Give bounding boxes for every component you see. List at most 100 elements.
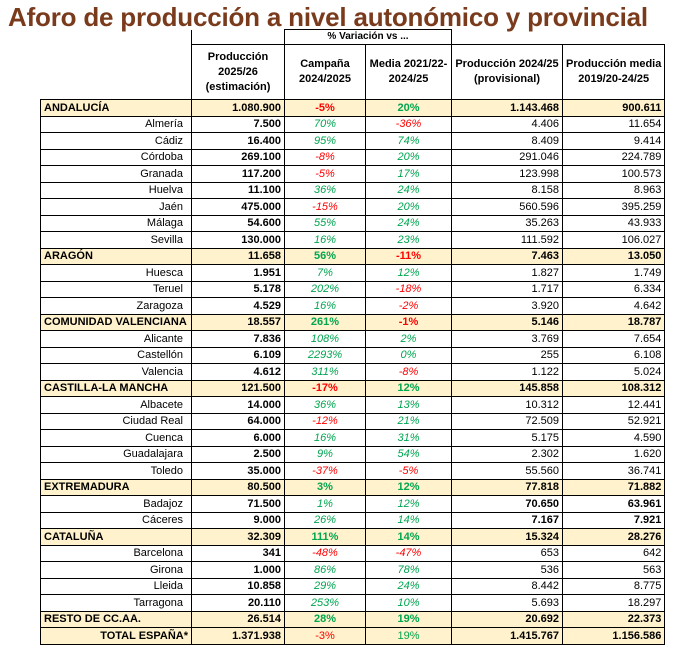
row-name: Toledo [40, 462, 192, 480]
production-estimate-cell: 18.557 [191, 313, 285, 331]
province-row: Alicante 7.836 108% 2% 3.769 7.654 [40, 330, 666, 348]
average-production-cell: 106.027 [561, 231, 666, 249]
production-estimate-cell: 16.400 [191, 132, 285, 150]
production-provisional-cell: 3.920 [451, 297, 563, 315]
production-estimate-cell: 1.951 [191, 264, 285, 282]
row-name: Sevilla [40, 231, 192, 249]
province-row: Córdoba 269.100 -8% 20% 291.046 224.789 [40, 148, 666, 166]
campaign-variation-cell: 36% [284, 396, 366, 414]
campaign-variation-cell: 29% [284, 577, 366, 595]
row-name: Cádiz [40, 132, 192, 150]
average-variation-cell: 19% [365, 627, 452, 645]
campaign-variation-cell: -17% [284, 379, 366, 397]
production-estimate-cell: 11.100 [191, 181, 285, 199]
average-production-cell: 7.921 [561, 511, 666, 529]
production-estimate-cell: 54.600 [191, 214, 285, 232]
province-row: Girona 1.000 86% 78% 536 563 [40, 561, 666, 579]
average-production-cell: 1.156.586 [561, 627, 666, 645]
row-name: Guadalajara [40, 445, 192, 463]
campaign-variation-cell: 16% [284, 231, 366, 249]
production-provisional-cell: 55.560 [451, 462, 563, 480]
province-row: Tarragona 20.110 253% 10% 5.693 18.297 [40, 594, 666, 612]
row-name: Cáceres [40, 511, 192, 529]
campaign-variation-cell: 1% [284, 495, 366, 513]
average-production-cell: 642 [561, 544, 666, 562]
row-name: Almería [40, 115, 192, 133]
production-estimate-cell: 64.000 [191, 412, 285, 430]
row-name: COMUNIDAD VALENCIANA [40, 313, 192, 331]
header-average: Media 2021/22- 2024/25 [365, 44, 452, 100]
average-variation-cell: 19% [365, 610, 452, 628]
average-production-cell: 43.933 [561, 214, 666, 232]
row-name: Zaragoza [40, 297, 192, 315]
production-estimate-cell: 26.514 [191, 610, 285, 628]
row-name: CASTILLA-LA MANCHA [40, 379, 192, 397]
production-provisional-cell: 15.324 [451, 528, 563, 546]
average-production-cell: 1.620 [561, 445, 666, 463]
production-provisional-cell: 1.827 [451, 264, 563, 282]
row-name: CATALUÑA [40, 528, 192, 546]
production-provisional-cell: 5.175 [451, 429, 563, 447]
campaign-variation-cell: 311% [284, 363, 366, 381]
province-row: Toledo 35.000 -37% -5% 55.560 36.741 [40, 462, 666, 480]
average-variation-cell: 14% [365, 528, 452, 546]
average-production-cell: 22.373 [561, 610, 666, 628]
province-row: Castellón 6.109 2293% 0% 255 6.108 [40, 346, 666, 364]
row-name: Girona [40, 561, 192, 579]
row-name: Granada [40, 165, 192, 183]
production-provisional-cell: 1.415.767 [451, 627, 563, 645]
campaign-variation-cell: 26% [284, 511, 366, 529]
average-variation-cell: 24% [365, 181, 452, 199]
province-row: Teruel 5.178 202% -18% 1.717 6.334 [40, 280, 666, 298]
production-provisional-cell: 8.442 [451, 577, 563, 595]
average-variation-cell: -2% [365, 297, 452, 315]
production-estimate-cell: 35.000 [191, 462, 285, 480]
average-production-cell: 18.787 [561, 313, 666, 331]
average-variation-cell: 54% [365, 445, 452, 463]
average-variation-cell: 2% [365, 330, 452, 348]
production-provisional-cell: 10.312 [451, 396, 563, 414]
campaign-variation-cell: 9% [284, 445, 366, 463]
production-estimate-cell: 20.110 [191, 594, 285, 612]
production-estimate-cell: 71.500 [191, 495, 285, 513]
average-production-cell: 6.334 [561, 280, 666, 298]
average-production-cell: 5.024 [561, 363, 666, 381]
row-name: Barcelona [40, 544, 192, 562]
variation-group-header: % Variación vs ... [284, 29, 452, 45]
campaign-variation-cell: 7% [284, 264, 366, 282]
production-provisional-cell: 20.692 [451, 610, 563, 628]
production-estimate-cell: 32.309 [191, 528, 285, 546]
province-row: Cáceres 9.000 26% 14% 7.167 7.921 [40, 511, 666, 529]
row-name: ANDALUCÍA [40, 99, 192, 117]
average-variation-cell: -5% [365, 462, 452, 480]
production-provisional-cell: 2.302 [451, 445, 563, 463]
campaign-variation-cell: 86% [284, 561, 366, 579]
production-estimate-cell: 341 [191, 544, 285, 562]
average-variation-cell: 31% [365, 429, 452, 447]
campaign-variation-cell: -15% [284, 198, 366, 216]
production-provisional-cell: 291.046 [451, 148, 563, 166]
header-average-production: Producción media 2019/20-24/25 [561, 44, 666, 100]
production-estimate-cell: 130.000 [191, 231, 285, 249]
campaign-variation-cell: -48% [284, 544, 366, 562]
province-row: Barcelona 341 -48% -47% 653 642 [40, 544, 666, 562]
province-row: Guadalajara 2.500 9% 54% 2.302 1.620 [40, 445, 666, 463]
region-row: CATALUÑA 32.309 111% 14% 15.324 28.276 [40, 528, 666, 546]
campaign-variation-cell: 202% [284, 280, 366, 298]
campaign-variation-cell: 2293% [284, 346, 366, 364]
campaign-variation-cell: 16% [284, 429, 366, 447]
production-estimate-cell: 1.080.900 [191, 99, 285, 117]
row-name: Albacete [40, 396, 192, 414]
campaign-variation-cell: 111% [284, 528, 366, 546]
average-production-cell: 28.276 [561, 528, 666, 546]
production-estimate-cell: 9.000 [191, 511, 285, 529]
region-row: ANDALUCÍA 1.080.900 -5% 20% 1.143.468 900.611 [40, 99, 666, 117]
production-estimate-cell: 5.178 [191, 280, 285, 298]
average-variation-cell: 78% [365, 561, 452, 579]
province-row: Cádiz 16.400 95% 74% 8.409 9.414 [40, 132, 666, 150]
average-production-cell: 8.963 [561, 181, 666, 199]
row-name: Lleida [40, 577, 192, 595]
production-estimate-cell: 1.000 [191, 561, 285, 579]
row-name: Jaén [40, 198, 192, 216]
average-production-cell: 4.642 [561, 297, 666, 315]
